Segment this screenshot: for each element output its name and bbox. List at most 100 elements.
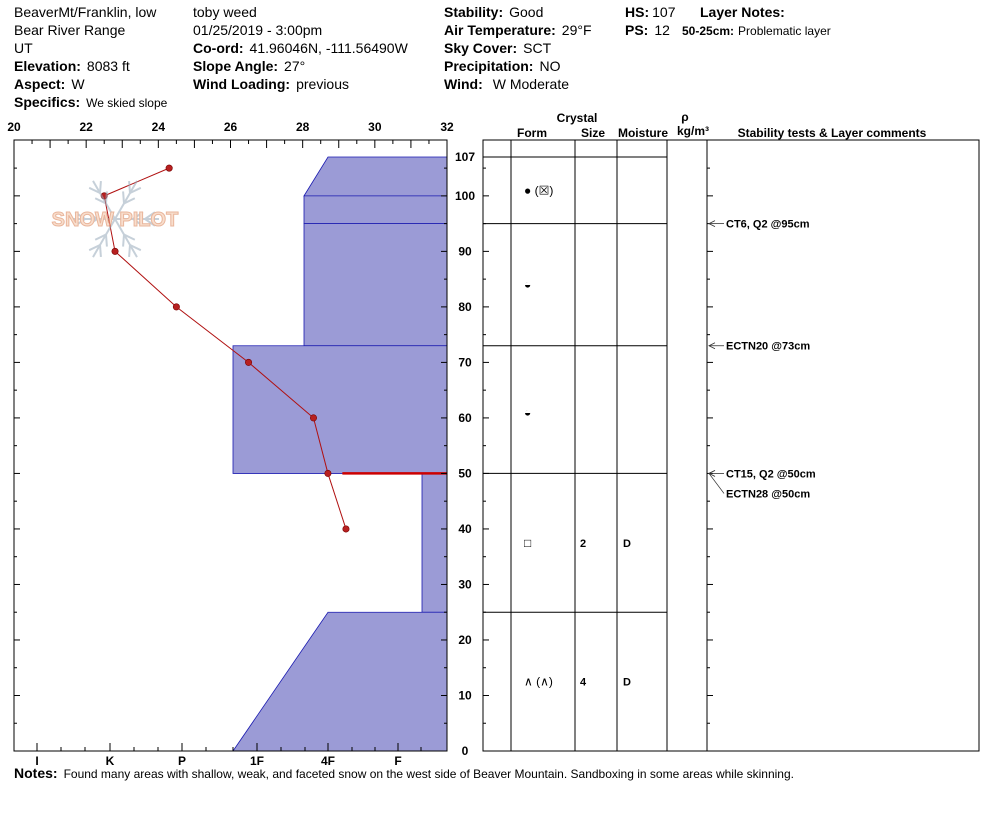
height-tick-label: 80 xyxy=(458,300,472,314)
slope-angle: Slope Angle: 27° xyxy=(193,58,305,74)
temperature-point xyxy=(342,525,350,533)
stability-arrowhead xyxy=(708,342,716,350)
layer-note: 50-25cm: Problematic layer xyxy=(682,24,831,38)
hardness-layer-5 xyxy=(232,611,448,752)
snowflake-branch xyxy=(144,211,156,220)
snowflake-branch xyxy=(94,197,107,205)
snowflake-branch xyxy=(128,180,131,194)
windload-value: previous xyxy=(296,76,349,92)
temp-tick-label: 30 xyxy=(368,120,382,134)
height-tick-label: 10 xyxy=(458,688,472,702)
snowflake-branch xyxy=(94,233,107,241)
specifics-label: Specifics: xyxy=(14,94,80,110)
crystal-size: 4 xyxy=(580,677,587,689)
snowflake-branch xyxy=(86,218,98,227)
height-tick-label: 100 xyxy=(455,189,475,203)
elevation-label: Elevation: xyxy=(14,58,81,74)
height-tick-label: 90 xyxy=(458,244,472,258)
temperature-point xyxy=(111,247,119,255)
height-tick-label: 30 xyxy=(458,577,472,591)
size-header: Size xyxy=(581,126,605,140)
coordinates: Co-ord: 41.96046N, -111.56490W xyxy=(193,40,409,56)
snowflake-branch xyxy=(105,234,108,247)
stability-arrowhead xyxy=(708,220,716,227)
notes: Notes: Found many areas with shallow, wea… xyxy=(14,765,794,781)
crystal-form: □ xyxy=(524,536,531,550)
stability-test-label: CT6, Q2 @95cm xyxy=(726,219,810,231)
snowflake-branch xyxy=(74,218,86,227)
precip-label: Precipitation: xyxy=(444,58,533,74)
table-border xyxy=(482,139,980,752)
hardness-layer-0 xyxy=(303,156,448,197)
stability-test-label: ECTN28 @50cm xyxy=(726,488,810,500)
hardness-tick-label: K xyxy=(106,754,115,768)
elevation-value: 8083 ft xyxy=(87,58,130,74)
moisture-value: D xyxy=(623,538,631,550)
snowpilot-watermark: SNOW PILOT xyxy=(51,180,179,258)
hardness-tick-label: 1F xyxy=(250,754,264,768)
hardness-layer-3 xyxy=(232,345,448,474)
snowflake-branch xyxy=(129,186,142,194)
layer-table: ● (☒) ◒ ◒ □ 2 D ∧ (∧) 4 D xyxy=(524,183,631,688)
layer-note-text: Problematic layer xyxy=(738,24,831,38)
hs: HS: 107 xyxy=(625,4,676,20)
air-temperature: Air Temperature: 29°F xyxy=(444,22,592,38)
temperature-point xyxy=(245,358,253,366)
crystal-header: Crystal xyxy=(557,111,598,125)
snowflake-branch xyxy=(123,197,136,205)
hardness-layer-2 xyxy=(303,223,448,347)
moisture-value: D xyxy=(623,677,631,689)
hs-label: HS: xyxy=(625,4,649,20)
hs-value: 107 xyxy=(652,4,676,20)
snowflake-branch xyxy=(132,218,144,227)
snowflake-branch xyxy=(99,180,102,194)
snowflake-branch xyxy=(74,211,86,220)
snowflake-arm xyxy=(92,180,116,220)
temperature-point xyxy=(309,414,317,422)
mountain-range: Bear River Range xyxy=(14,22,125,38)
height-tick-label: 50 xyxy=(458,466,472,480)
stability: Stability: Good xyxy=(444,4,543,20)
height-tick-label: 20 xyxy=(458,633,472,647)
crystal-form: ◒ xyxy=(524,405,531,419)
temperature-point xyxy=(172,303,180,311)
temperature-point xyxy=(165,164,173,172)
wind-loading: Wind Loading: previous xyxy=(193,76,349,92)
sky-label: Sky Cover: xyxy=(444,40,517,56)
hardness-layer-1 xyxy=(303,195,448,225)
airtemp-value: 29°F xyxy=(562,22,592,38)
temp-tick-label: 28 xyxy=(296,120,310,134)
ps-label: PS: xyxy=(625,22,648,38)
sky-cover: Sky Cover: SCT xyxy=(444,40,552,56)
stability-arrowhead xyxy=(708,470,716,477)
snowflake-branch xyxy=(88,244,101,252)
slope-value: 27° xyxy=(284,58,305,74)
moisture-header: Moisture xyxy=(618,126,668,140)
watermark-text: SNOW PILOT xyxy=(52,209,179,231)
temperature-point xyxy=(324,469,332,477)
snowflake-branch xyxy=(128,244,131,258)
layer-notes-label: Layer Notes: xyxy=(700,4,785,20)
form-header: Form xyxy=(517,126,547,140)
coord-label: Co-ord: xyxy=(193,40,244,56)
snowflake-branch xyxy=(129,244,142,252)
stability-test-label: CT15, Q2 @50cm xyxy=(726,468,816,480)
temp-tick-label: 20 xyxy=(7,120,21,134)
windload-label: Wind Loading: xyxy=(193,76,290,92)
height-tick-label: 70 xyxy=(458,355,472,369)
date-time: 01/25/2019 - 3:00pm xyxy=(193,22,322,38)
hardness-profile xyxy=(232,156,448,752)
stability-label: Stability: xyxy=(444,4,503,20)
specifics-value: We skied slope xyxy=(86,96,167,110)
snowflake-branch xyxy=(132,211,144,220)
rho-header: ρ xyxy=(681,110,688,124)
ps-value: 12 xyxy=(654,22,670,38)
hardness-tick-label: 4F xyxy=(321,754,335,768)
snowflake-branch xyxy=(144,218,156,227)
snowflake-arm xyxy=(92,218,116,258)
stability-tests: CT6, Q2 @95cm ECTN20 @73cm CT15, Q2 @50cm E… xyxy=(708,219,816,500)
layer-note-range: 50-25cm: xyxy=(682,24,734,38)
stability-value: Good xyxy=(509,4,543,20)
snowflake-branch xyxy=(122,234,125,247)
temp-tick-label: 24 xyxy=(152,120,166,134)
